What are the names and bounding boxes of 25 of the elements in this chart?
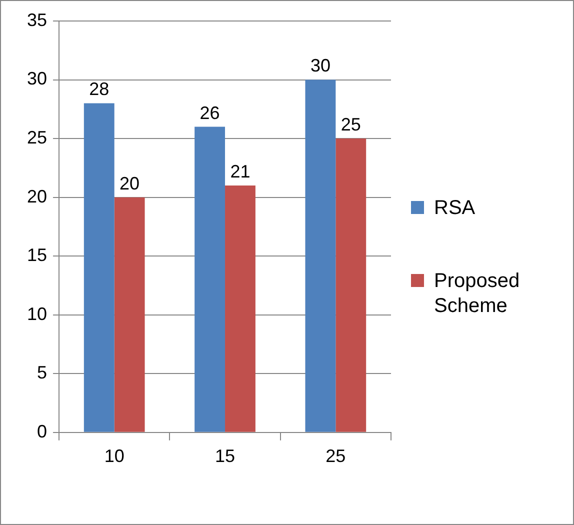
bar: [194, 126, 226, 432]
x-tick-label: 25: [326, 446, 346, 466]
bar: [336, 138, 366, 432]
y-tick-label: 15: [26, 245, 48, 266]
data-label: 26: [200, 102, 220, 123]
y-tick-label: 35: [26, 10, 48, 30]
y-tick-label: 0: [37, 421, 48, 442]
legend-label: RSA: [434, 196, 476, 221]
y-tick-label: 10: [26, 304, 48, 324]
data-label: 30: [310, 56, 330, 76]
y-tick-label: 5: [37, 362, 48, 383]
bar: [305, 80, 336, 432]
bar: [225, 186, 256, 432]
x-tick-label: 10: [104, 446, 124, 466]
bar: [114, 197, 145, 432]
data-label: 25: [340, 114, 361, 135]
y-tick-label: 20: [26, 186, 48, 206]
data-label: 20: [120, 173, 140, 194]
bar: [84, 103, 114, 432]
data-label: 21: [230, 162, 250, 182]
x-tick-label: 15: [214, 446, 236, 466]
legend-label: Proposed Scheme: [434, 269, 521, 319]
data-label: 28: [89, 79, 110, 100]
y-tick-label: 25: [26, 128, 48, 148]
y-tick-label: 30: [26, 68, 48, 89]
